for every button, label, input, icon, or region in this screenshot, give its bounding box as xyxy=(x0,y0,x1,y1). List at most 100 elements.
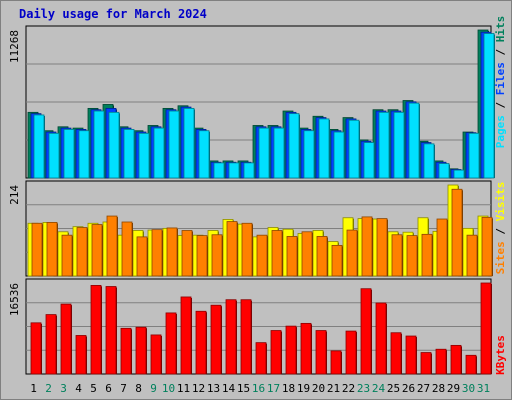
bar-sites xyxy=(271,230,283,277)
legend-hits: Hits xyxy=(494,16,507,43)
x-tick-label: 30 xyxy=(462,382,475,395)
bar-kbytes xyxy=(165,312,177,375)
bar-kbytes xyxy=(285,325,297,375)
x-tick-label: 16 xyxy=(252,382,265,395)
legend-sites: Sites xyxy=(494,241,507,274)
legend-files: Files xyxy=(494,62,507,95)
bar-kbytes xyxy=(120,327,132,375)
bar-kbytes xyxy=(135,326,147,375)
bar-pages xyxy=(348,119,360,179)
legend-visits: Visits xyxy=(494,182,507,222)
bar-pages xyxy=(48,132,60,179)
x-tick-label: 13 xyxy=(207,382,220,395)
bar-sites xyxy=(376,218,388,277)
x-tick-label: 10 xyxy=(162,382,175,395)
bar-sites xyxy=(466,234,478,277)
side-legend: Sites / Visits xyxy=(494,182,507,275)
bar-kbytes xyxy=(180,296,192,375)
bar-kbytes xyxy=(75,335,87,375)
bar-pages xyxy=(378,111,390,179)
bar-pages xyxy=(483,33,495,179)
bar-pages xyxy=(168,110,180,179)
bar-kbytes xyxy=(345,330,357,375)
x-tick-label: 3 xyxy=(60,382,67,395)
bar-pages xyxy=(213,162,225,179)
bar-sites xyxy=(361,216,373,277)
x-tick-label: 29 xyxy=(447,382,460,395)
x-tick-label: 15 xyxy=(237,382,250,395)
bar-pages xyxy=(468,132,480,179)
chart-title: Daily usage for March 2024 xyxy=(19,7,207,21)
bar-sites xyxy=(61,234,73,277)
bar-sites xyxy=(211,234,223,277)
bar-pages xyxy=(183,107,195,179)
bar-sites xyxy=(241,222,253,277)
bar-sites xyxy=(436,218,448,277)
bar-kbytes xyxy=(210,304,222,375)
bar-sites xyxy=(91,224,103,277)
x-tick-label: 14 xyxy=(222,382,236,395)
bar-pages xyxy=(453,169,465,179)
bar-kbytes xyxy=(225,299,237,375)
bar-pages xyxy=(78,130,90,179)
x-tick-label: 5 xyxy=(90,382,97,395)
x-tick-label: 11 xyxy=(177,382,190,395)
legend-kbytes: KBytes xyxy=(494,335,507,375)
x-tick-label: 24 xyxy=(372,382,386,395)
bar-sites xyxy=(256,234,268,277)
bar-sites xyxy=(31,222,43,277)
bar-pages xyxy=(33,114,45,179)
y-max-label: 16536 xyxy=(8,283,21,316)
bar-pages xyxy=(363,142,375,179)
legend-pages: Pages xyxy=(494,115,507,148)
bar-pages xyxy=(138,132,150,179)
x-tick-label: 31 xyxy=(477,382,490,395)
bar-sites xyxy=(136,236,148,277)
bar-pages xyxy=(438,163,450,179)
bar-pages xyxy=(93,110,105,179)
bar-kbytes xyxy=(105,286,117,375)
bar-pages xyxy=(108,111,120,179)
bar-pages xyxy=(333,131,345,179)
bar-sites xyxy=(46,222,58,277)
bar-sites xyxy=(346,229,358,277)
bar-pages xyxy=(228,162,240,179)
bar-sites xyxy=(421,233,433,277)
bar-kbytes xyxy=(300,322,312,375)
bar-pages xyxy=(393,111,405,179)
bar-pages xyxy=(423,143,435,179)
x-tick-label: 27 xyxy=(417,382,430,395)
bar-pages xyxy=(63,129,75,179)
bar-sites xyxy=(166,227,178,277)
x-tick-label: 22 xyxy=(342,382,355,395)
bar-kbytes xyxy=(420,352,432,375)
x-tick-label: 23 xyxy=(357,382,370,395)
bar-kbytes xyxy=(315,330,327,375)
bar-kbytes xyxy=(45,314,57,375)
bar-kbytes xyxy=(480,282,492,375)
x-tick-label: 20 xyxy=(312,382,325,395)
x-tick-label: 19 xyxy=(297,382,310,395)
bar-kbytes xyxy=(465,354,477,375)
bar-sites xyxy=(391,234,403,277)
x-tick-label: 28 xyxy=(432,382,445,395)
x-tick-label: 25 xyxy=(387,382,400,395)
side-legend: Pages / Files / Hits xyxy=(494,16,507,149)
x-tick-label: 7 xyxy=(120,382,127,395)
x-tick-label: 2 xyxy=(45,382,52,395)
bar-sites xyxy=(481,216,493,277)
y-max-label: 214 xyxy=(8,185,21,205)
bar-kbytes xyxy=(360,288,372,375)
x-tick-label: 4 xyxy=(75,382,82,395)
x-tick-label: 21 xyxy=(327,382,340,395)
x-tick-label: 12 xyxy=(192,382,205,395)
x-tick-label: 17 xyxy=(267,382,280,395)
bar-kbytes xyxy=(150,334,162,375)
bar-pages xyxy=(123,129,135,179)
bar-kbytes xyxy=(405,335,417,375)
bar-kbytes xyxy=(240,299,252,375)
y-max-label: 11268 xyxy=(8,30,21,63)
x-tick-label: 1 xyxy=(30,382,37,395)
legend-sep: / xyxy=(494,95,507,115)
x-tick-label: 18 xyxy=(282,382,295,395)
